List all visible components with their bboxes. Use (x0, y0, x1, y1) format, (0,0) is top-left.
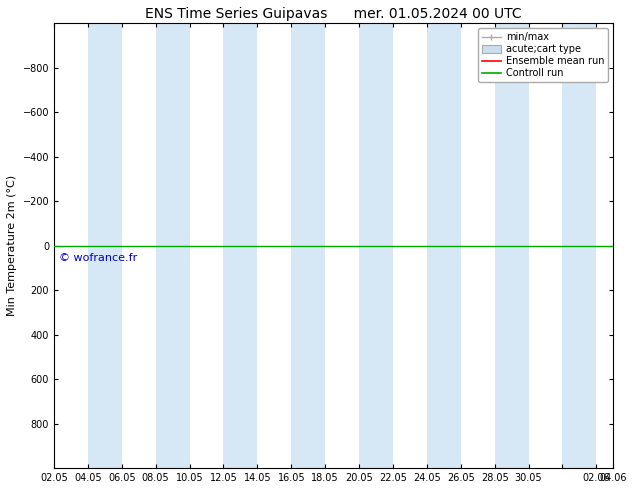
Bar (562, 24, 597, 468)
Y-axis label: Min Temperature 2m (°C): Min Temperature 2m (°C) (7, 175, 17, 317)
Bar (291, 24, 325, 468)
Bar (88, 24, 122, 468)
Bar (223, 24, 257, 468)
Bar (427, 24, 461, 468)
Title: ENS Time Series Guipavas      mer. 01.05.2024 00 UTC: ENS Time Series Guipavas mer. 01.05.2024… (145, 7, 522, 21)
Legend: min/max, acute;cart type, Ensemble mean run, Controll run: min/max, acute;cart type, Ensemble mean … (478, 28, 609, 82)
Bar (495, 24, 529, 468)
Text: © wofrance.fr: © wofrance.fr (59, 252, 138, 263)
Bar (156, 24, 190, 468)
Bar (359, 24, 393, 468)
